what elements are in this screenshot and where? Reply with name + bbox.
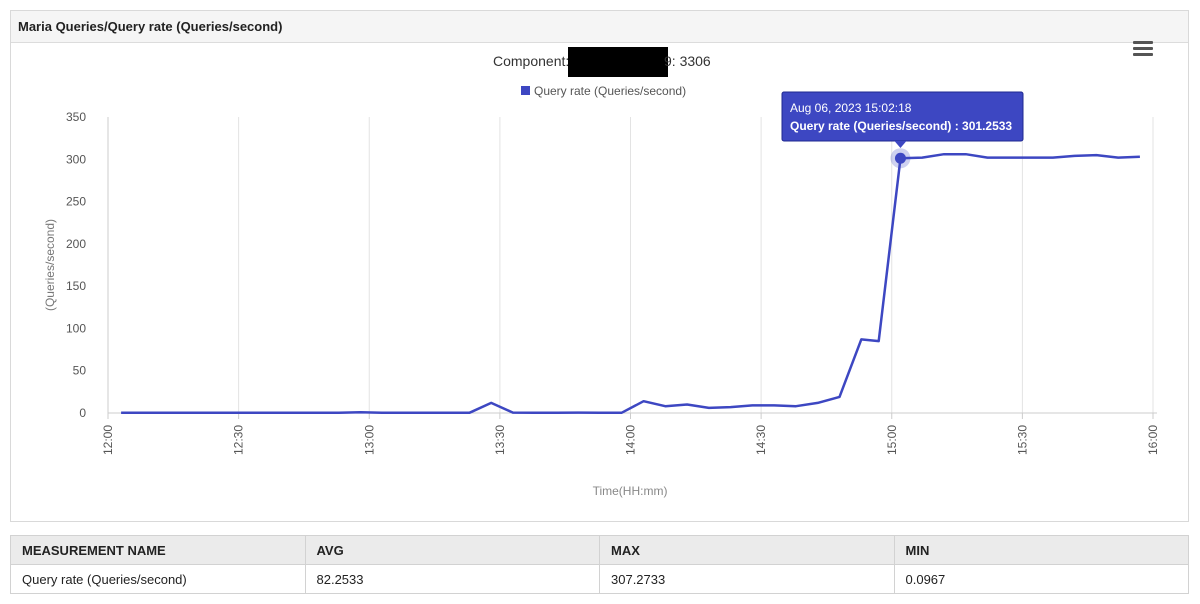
tooltip-value: Query rate (Queries/second) : 301.2533 (790, 119, 1012, 133)
tooltip-box (781, 91, 1024, 142)
x-tick-label: 15:00 (885, 425, 899, 455)
y-tick-label: 200 (66, 237, 86, 251)
measurement-name-cell: Query rate (Queries/second) (10, 564, 306, 594)
legend-swatch (521, 86, 530, 95)
tooltip-date: Aug 06, 2023 15:02:18 (790, 101, 912, 115)
data-point-highlighted (894, 152, 906, 164)
column-header: AVG (304, 535, 600, 565)
chart-title-suffix: 9: 3306 (664, 53, 711, 69)
min-cell: 0.0967 (893, 564, 1189, 594)
redacted-block (568, 47, 668, 77)
y-tick-label: 250 (66, 195, 86, 209)
column-header: MAX (599, 535, 895, 565)
max-cell: 307.2733 (599, 564, 895, 594)
y-tick-label: 50 (73, 364, 87, 378)
column-header: MEASUREMENT NAME (10, 535, 306, 565)
hamburger-menu-icon[interactable] (1133, 41, 1153, 56)
x-tick-label: 13:30 (493, 425, 507, 455)
column-header: MIN (893, 535, 1189, 565)
y-tick-label: 300 (66, 152, 86, 166)
y-tick-label: 100 (66, 321, 86, 335)
x-tick-label: 14:30 (754, 425, 768, 455)
y-tick-label: 0 (79, 406, 86, 420)
y-tick-label: 350 (66, 110, 86, 124)
y-axis-title: (Queries/second) (43, 219, 57, 311)
table-row: Query rate (Queries/second) 82.2533 307.… (10, 564, 1189, 594)
legend-label: Query rate (Queries/second) (534, 84, 686, 98)
x-tick-label: 12:30 (232, 425, 246, 455)
series-line (121, 152, 1140, 415)
tooltip-arrow (894, 141, 907, 148)
x-tick-label: 13:00 (362, 425, 376, 455)
line-chart: Component: 9: 3306 Query rate (Queries/sec… (43, 47, 1160, 498)
y-tick-label: 150 (66, 279, 86, 293)
x-axis-title: Time(HH:mm) (593, 484, 668, 498)
x-tick-label: 15:30 (1015, 425, 1029, 455)
x-tick-label: 12:00 (101, 425, 115, 455)
chart-title-prefix: Component: (493, 53, 569, 69)
x-tick-label: 14:00 (624, 425, 638, 455)
panel-title: Maria Queries/Query rate (Queries/second… (11, 11, 1188, 43)
measurement-table: MEASUREMENT NAME AVG MAX MIN Query rate … (10, 535, 1189, 594)
table-header-row: MEASUREMENT NAME AVG MAX MIN (10, 535, 1189, 565)
avg-cell: 82.2533 (304, 564, 600, 594)
x-tick-label: 16:00 (1146, 425, 1160, 455)
